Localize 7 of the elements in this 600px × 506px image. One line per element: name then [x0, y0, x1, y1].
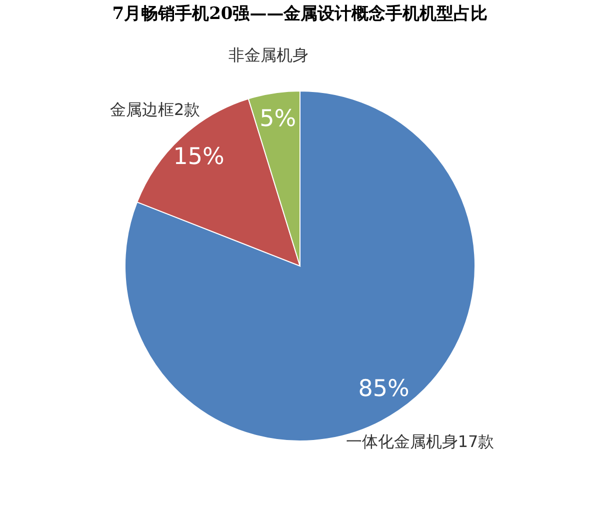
- data-label: 5%: [260, 106, 296, 132]
- data-label: 85%: [358, 376, 410, 402]
- data-label: 15%: [173, 144, 224, 170]
- chart-title: 7月畅销手机20强——金属设计概念手机机型占比: [112, 4, 488, 24]
- slice-label: 一体化金属机身17款: [346, 432, 494, 451]
- slice-label: 非金属机身: [228, 45, 308, 64]
- slice-label: 金属边框2款: [110, 100, 200, 119]
